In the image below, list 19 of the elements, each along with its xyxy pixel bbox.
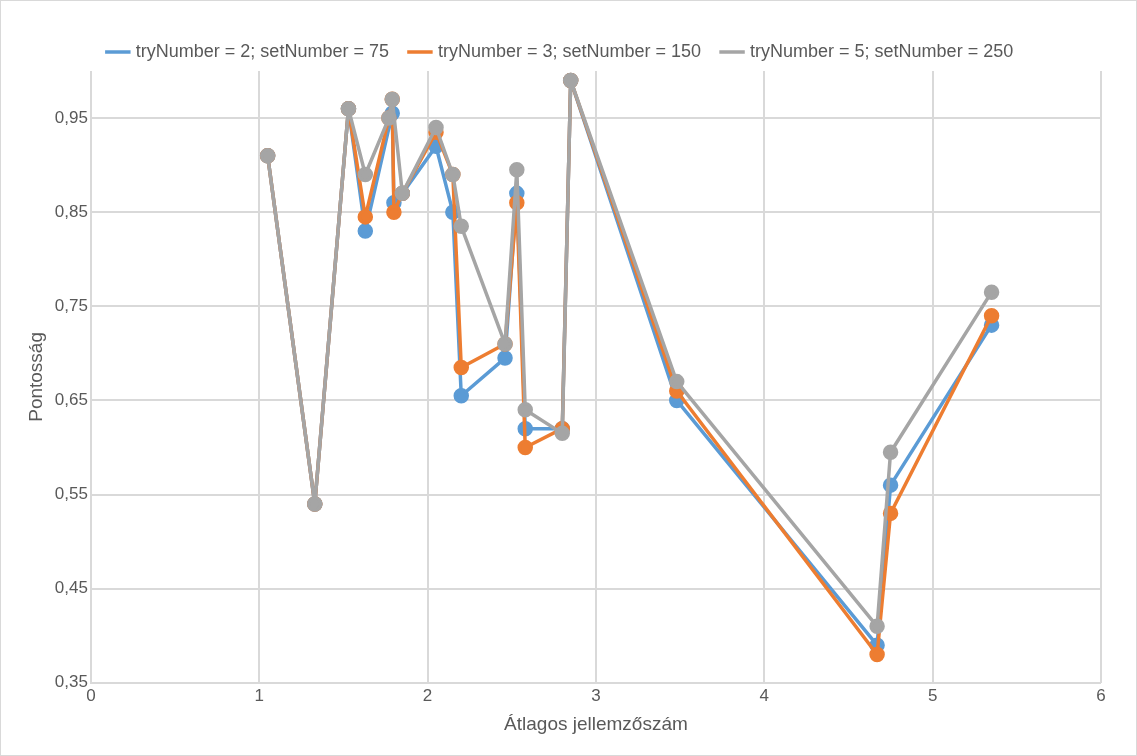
x-tick-label: 5 xyxy=(927,685,938,705)
x-tick-label: 0 xyxy=(86,685,96,705)
x-tick-label: 4 xyxy=(759,685,770,705)
y-axis-title: Pontosság xyxy=(24,332,46,422)
y-tick-label: 0,45 xyxy=(54,578,88,598)
legend-label: tryNumber = 2; setNumber = 75 xyxy=(135,40,389,61)
x-tick-label: 6 xyxy=(1096,685,1106,705)
y-tick-label: 0,55 xyxy=(54,484,88,504)
y-tick-label: 0,35 xyxy=(54,672,88,692)
y-tick-label: 0,85 xyxy=(54,201,88,221)
x-tick-label: 3 xyxy=(591,685,601,705)
y-tick-label: 0,75 xyxy=(54,296,88,315)
x-axis-title: Átlagos jellemzőszám xyxy=(504,712,688,734)
x-tick-label: 1 xyxy=(254,685,264,705)
legend-label: tryNumber = 3; setNumber = 150 xyxy=(437,40,702,61)
y-tick-label: 0,65 xyxy=(54,390,88,410)
legend-label: tryNumber = 5; setNumber = 250 xyxy=(750,40,1014,61)
x-tick-label: 2 xyxy=(422,685,433,705)
y-tick-label: 0,95 xyxy=(54,107,88,127)
